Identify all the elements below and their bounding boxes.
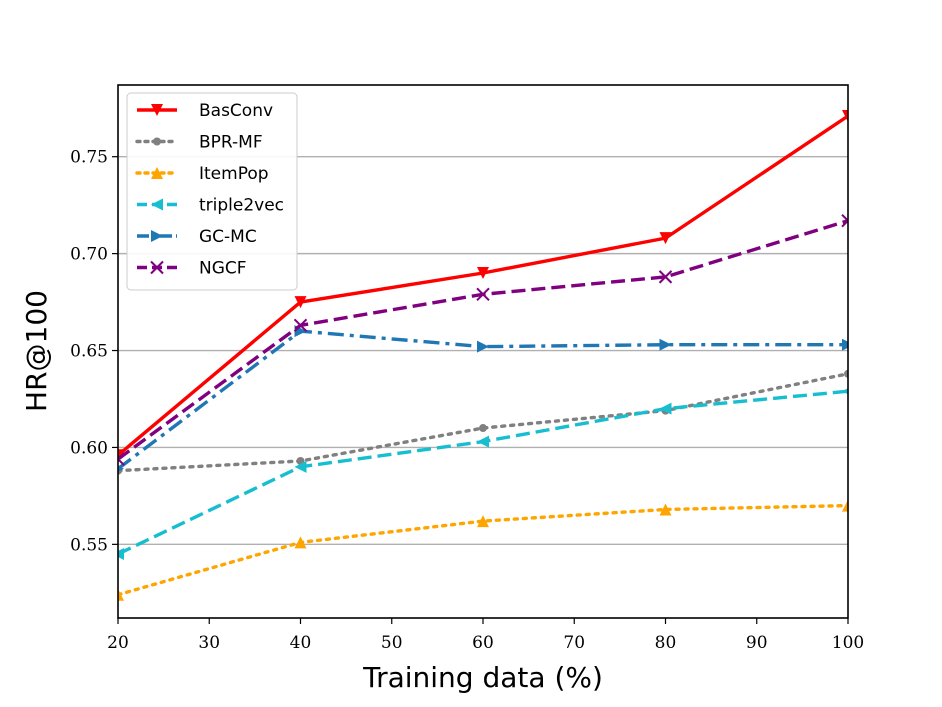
legend-label-gc-mc: GC-MC	[199, 227, 257, 247]
legend: BasConv BPR-MF ItemPop triple2vec GC-MC NGCF	[126, 92, 298, 291]
data-point-gc-mc	[477, 340, 489, 353]
data-point-basconv	[842, 110, 848, 123]
data-point-gc-mc	[118, 465, 124, 472]
data-point-bpr-mf	[479, 424, 487, 433]
data-point-basconv	[294, 296, 307, 309]
legend-label-triple2vec: triple2vec	[199, 196, 284, 216]
legend-label-itempop: ItemPop	[199, 164, 269, 184]
legend-marker-triple2vec	[151, 198, 163, 211]
data-point-ngcf-stroke	[118, 457, 125, 466]
x-tick-label: 50	[381, 633, 403, 653]
x-axis-label: Training data (%)	[362, 661, 603, 694]
x-tick-label: 90	[746, 633, 768, 653]
data-point-bpr-mf	[844, 369, 848, 378]
legend-marker-basconv	[151, 104, 163, 116]
legend-marker-ngcf	[150, 260, 164, 275]
data-point-ngcf-stroke	[841, 213, 848, 223]
data-point-ngcf	[841, 213, 848, 228]
data-point-triple2vec	[294, 460, 307, 473]
x-tick-label: 30	[198, 633, 220, 653]
data-point-ngcf	[118, 452, 125, 466]
y-axis-label: HR@100	[20, 290, 53, 412]
data-point-ngcf-stroke	[658, 270, 673, 284]
legend-marker-gc-mc	[151, 230, 163, 242]
series-line-bpr-mf	[118, 372, 848, 473]
legend-marker-ngcf-stroke	[150, 260, 164, 275]
x-tick-label: 20	[107, 633, 129, 653]
data-point-ngcf-stroke	[293, 318, 308, 333]
data-point-triple2vec	[118, 548, 124, 561]
y-tick-label: 0.55	[70, 535, 108, 555]
data-point-triple2vec	[842, 388, 848, 395]
data-point-ngcf	[476, 287, 490, 302]
y-tick-label: 0.70	[70, 245, 108, 265]
data-point-ngcf-stroke	[841, 219, 848, 228]
y-tick-label: 0.60	[70, 438, 108, 458]
x-tick-label: 60	[472, 633, 494, 653]
data-point-basconv	[659, 232, 672, 245]
data-point-itempop	[842, 499, 848, 512]
legend-label-basconv: BasConv	[199, 101, 273, 121]
x-tick-label: 80	[655, 633, 677, 653]
data-point-itempop	[659, 503, 672, 516]
legend-marker-itempop	[151, 167, 163, 179]
series-line-gc-mc	[118, 329, 848, 471]
y-tick-label: 0.75	[70, 148, 108, 168]
y-tick-label: 0.65	[70, 342, 108, 362]
data-point-ngcf-stroke	[118, 452, 125, 461]
data-point-itempop	[294, 536, 307, 549]
data-point-itempop	[118, 588, 124, 601]
data-point-triple2vec	[659, 402, 672, 415]
data-point-itempop	[477, 515, 489, 528]
data-point-ngcf	[658, 270, 673, 284]
data-point-ngcf-stroke	[476, 287, 490, 302]
x-tick-label: 40	[290, 633, 312, 653]
series-line-triple2vec	[118, 389, 848, 556]
x-tick-label: 100	[832, 633, 864, 653]
legend-label-bpr-mf: BPR-MF	[199, 133, 263, 153]
legend-label-ngcf: NGCF	[199, 259, 247, 279]
x-tick-label: 70	[563, 633, 585, 653]
data-point-gc-mc	[659, 338, 672, 351]
data-point-basconv	[477, 267, 489, 280]
data-point-triple2vec	[477, 435, 489, 448]
legend-marker-bpr-mf	[153, 137, 161, 146]
data-point-gc-mc	[842, 338, 848, 351]
data-point-ngcf	[293, 318, 308, 333]
